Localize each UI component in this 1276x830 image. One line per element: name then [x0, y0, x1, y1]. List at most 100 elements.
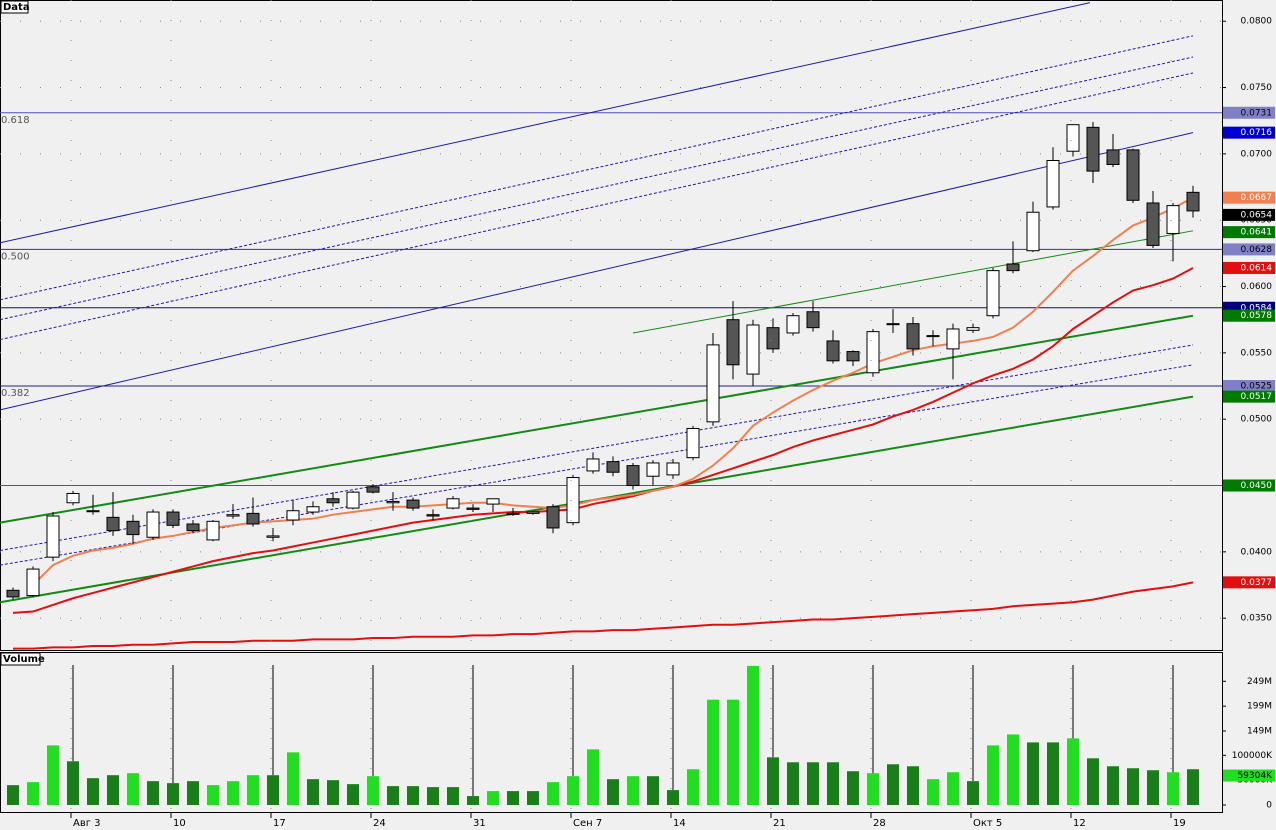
candle-body — [826, 340, 840, 362]
volume-bar — [327, 780, 339, 805]
candle-body — [206, 520, 220, 541]
x-tick-label: 21 — [773, 818, 786, 829]
y-tick-label: 0.0600 — [1241, 282, 1273, 292]
volume-bar — [707, 699, 719, 805]
volume-bar — [1067, 738, 1079, 805]
candle-body — [66, 492, 80, 504]
current-volume-box — [1223, 769, 1275, 782]
volume-bar — [347, 784, 359, 805]
price-label-box — [1223, 479, 1275, 492]
candle-body — [906, 323, 920, 350]
volume-bar — [1047, 742, 1059, 805]
candle-body — [1186, 191, 1200, 212]
volume-bar — [547, 782, 559, 805]
candle-body — [286, 510, 300, 521]
fib-label: 0.500 — [1, 251, 30, 262]
candle-body — [506, 512, 520, 515]
price-label: 0.0517 — [1241, 392, 1273, 402]
volume-bar — [267, 775, 279, 805]
candle-body — [866, 331, 880, 374]
price-label: 0.0525 — [1241, 382, 1273, 392]
candle-body — [106, 516, 120, 532]
candle-body — [366, 486, 380, 493]
candle-body — [226, 514, 240, 517]
volume-bar — [727, 699, 739, 805]
candle-body — [626, 465, 640, 487]
volume-bar — [847, 771, 859, 805]
volume-title: Volume — [3, 654, 45, 665]
volume-bar — [807, 762, 819, 805]
candle-body — [686, 427, 700, 459]
volume-bar — [447, 787, 459, 805]
candle-body — [746, 324, 760, 375]
price-label-box — [1223, 243, 1275, 256]
price-label: 0.0716 — [1241, 128, 1273, 138]
price-label-box — [1223, 380, 1275, 393]
y-tick-label: 249M — [1247, 677, 1272, 687]
candle-body — [406, 499, 420, 509]
volume-bar — [107, 775, 119, 805]
volume-bar — [67, 761, 79, 805]
candle-body — [306, 506, 320, 513]
title-box — [0, 652, 41, 666]
volume-bar — [247, 775, 259, 805]
price-label: 0.0628 — [1241, 245, 1273, 255]
volume-bar — [287, 752, 299, 805]
candle-body — [1066, 124, 1080, 152]
volume-bar — [967, 781, 979, 805]
volume-bar — [387, 786, 399, 805]
x-tick-label: 19 — [1173, 818, 1186, 829]
volume-bar — [627, 776, 639, 805]
candle-body — [666, 462, 680, 476]
volume-bar — [647, 776, 659, 805]
candle-body — [486, 498, 500, 505]
volume-bar — [767, 757, 779, 805]
volume-bar — [87, 778, 99, 805]
volume-bar — [127, 773, 139, 805]
candle-body — [846, 351, 860, 362]
volume-bar — [827, 762, 839, 805]
candle-body — [1106, 149, 1120, 165]
price-label: 0.0377 — [1241, 578, 1273, 588]
trendline — [632, 230, 1194, 334]
volume-bar — [947, 772, 959, 805]
volume-bar — [527, 791, 539, 805]
price-label-box — [1223, 309, 1275, 322]
candle-body — [266, 535, 280, 538]
volume-bar — [407, 786, 419, 805]
y-tick-label: 100000K — [1232, 751, 1273, 761]
x-tick-label: Сен 7 — [573, 818, 602, 829]
candle-body — [1006, 263, 1020, 272]
volume-bar — [747, 665, 759, 805]
candle-body — [766, 327, 780, 350]
candle-body — [966, 327, 980, 331]
moving-average — [12, 267, 1194, 614]
volume-bar — [1027, 742, 1039, 805]
price-label-box — [1223, 208, 1275, 221]
volume-bar — [487, 791, 499, 805]
trendline — [0, 2, 1091, 244]
price-title: Data — [3, 2, 30, 13]
candle-body — [166, 511, 180, 526]
price-label: 0.0614 — [1241, 263, 1273, 273]
trendline — [0, 132, 1194, 411]
candle-body — [6, 589, 20, 598]
volume-bar — [1187, 769, 1199, 805]
price-label: 0.0578 — [1241, 311, 1273, 321]
volume-bar — [907, 766, 919, 805]
price-label: 0.0641 — [1241, 228, 1273, 238]
trendline — [0, 314, 1194, 524]
x-tick-label: 17 — [273, 818, 286, 829]
price-label: 0.0584 — [1241, 303, 1273, 313]
candle-body — [126, 520, 140, 536]
candle-body — [326, 498, 340, 504]
x-tick-label: 12 — [1073, 818, 1086, 829]
price-label-box — [1223, 576, 1275, 589]
x-tick-label: Авг 3 — [73, 818, 101, 829]
x-tick-label: 31 — [473, 818, 486, 829]
candle-body — [786, 315, 800, 334]
x-tick-label: 10 — [173, 818, 186, 829]
x-tick-label: 14 — [673, 818, 686, 829]
